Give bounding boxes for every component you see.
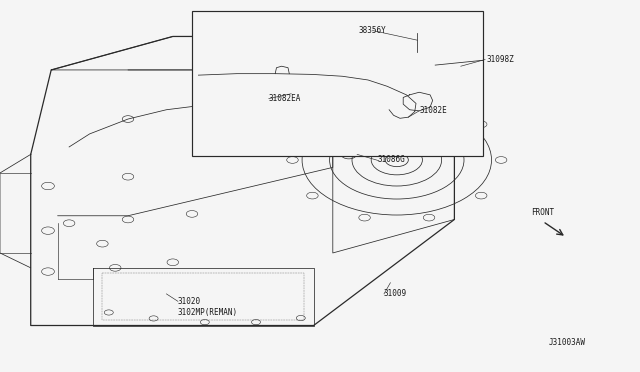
Text: J31003AW: J31003AW	[549, 338, 586, 347]
Text: 31082EA: 31082EA	[269, 94, 301, 103]
Text: FRONT: FRONT	[531, 208, 554, 217]
Bar	[192, 11, 483, 156]
Text: 3102MP(REMAN): 3102MP(REMAN)	[178, 308, 238, 317]
Text: 38356Y: 38356Y	[358, 26, 386, 35]
Text: 31009: 31009	[384, 289, 407, 298]
Text: 31020: 31020	[178, 297, 201, 306]
Text: 31086G: 31086G	[378, 155, 405, 164]
Text: 31082E: 31082E	[419, 106, 447, 115]
Text: 31098Z: 31098Z	[486, 55, 514, 64]
